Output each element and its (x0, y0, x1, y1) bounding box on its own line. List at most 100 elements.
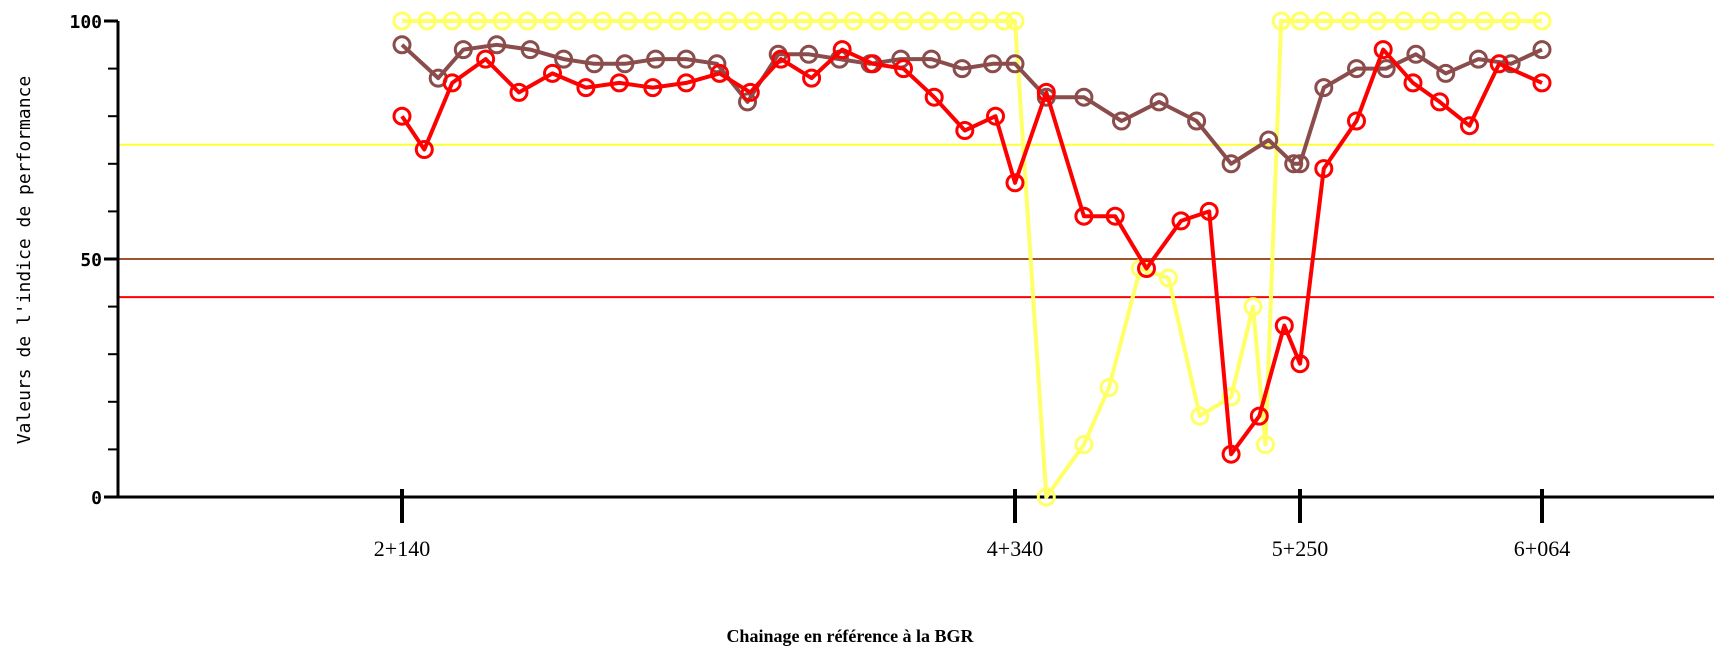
series-1-point (568, 11, 587, 31)
series-2-point (983, 54, 1003, 74)
series-2-point (584, 54, 604, 74)
series-2-point (1259, 130, 1279, 150)
x-axis-title: Chainage en référence à la BGR (726, 626, 974, 646)
series-1-point (1341, 11, 1360, 31)
series-2-point (1406, 44, 1426, 64)
series-1-point (1532, 11, 1552, 31)
series-1-point (1221, 387, 1241, 407)
series-2-point (554, 49, 574, 69)
y-tick-label-0: 0 (91, 488, 102, 509)
series-1-point (969, 11, 989, 31)
series-3-point (832, 40, 852, 60)
series-1-point (442, 11, 462, 31)
series-3-point (1274, 316, 1294, 336)
series-1-point (1243, 297, 1263, 317)
series-1-point (593, 11, 613, 31)
series-2-point (1532, 40, 1552, 60)
series-3-point (414, 140, 434, 159)
series-1-point (894, 11, 913, 31)
y-tick-label-50: 50 (80, 250, 102, 271)
series-1-point (793, 11, 813, 31)
series-1-point (1271, 11, 1291, 31)
series-3-point (1249, 406, 1269, 426)
series-3-point (1074, 206, 1094, 226)
series-1-point (492, 11, 512, 31)
series-1-point (668, 11, 688, 31)
series-1-point (467, 11, 487, 31)
series-2-point (921, 49, 941, 69)
series-1-point (944, 11, 964, 31)
series-2-point (487, 35, 507, 55)
x-tick-label-4+340: 4+340 (987, 536, 1043, 561)
series-3-point (476, 49, 496, 69)
series-2-point (520, 40, 540, 60)
y-axis-title: Valeurs de l'indice de performance (14, 76, 35, 444)
series-2-point (1149, 92, 1169, 112)
series-3-point (1137, 259, 1156, 278)
series-3-point (863, 54, 883, 74)
series-1-point (1474, 11, 1494, 31)
series-2-point (1112, 111, 1131, 131)
series-2-point (1314, 78, 1334, 98)
series-2-point (615, 54, 635, 74)
series-1-point (517, 11, 537, 31)
series-1-point (1256, 435, 1275, 455)
series-2-point (1468, 49, 1488, 69)
series-1-point (718, 11, 738, 31)
series-1-point (1074, 435, 1094, 455)
series-3-point (1460, 116, 1479, 136)
series-1-point (1036, 487, 1056, 507)
series-2-point (453, 40, 473, 60)
series-3-point (710, 63, 730, 83)
series-3-point (1347, 111, 1366, 131)
series-1-point (1290, 11, 1310, 31)
series-3-point (894, 59, 913, 79)
series-3-point (802, 68, 822, 88)
series-1-point (768, 11, 788, 31)
series-1-point (1394, 11, 1414, 31)
series-2 (392, 35, 1552, 174)
series-1-point (1501, 11, 1521, 31)
series-1-point (1005, 11, 1025, 31)
series-2-point (1074, 87, 1094, 107)
series-3-point (1430, 92, 1450, 112)
series-1-point (618, 11, 638, 31)
series-3-point (1532, 73, 1552, 93)
series-1-point (1190, 406, 1210, 426)
series-3 (392, 40, 1552, 464)
series-1-point (1367, 11, 1387, 31)
series-3-line (400, 47, 1543, 457)
series-2-point (738, 92, 757, 112)
series-1-point (643, 11, 663, 31)
series-2-point (1436, 63, 1456, 83)
series-2-point (1005, 54, 1025, 74)
series-1-point (743, 11, 763, 31)
series-2-point (799, 44, 819, 64)
x-tick-label-2+140: 2+140 (374, 536, 430, 561)
series-1-point (543, 11, 562, 31)
series-2-point (707, 54, 727, 74)
series-2-point (1284, 154, 1304, 174)
series-2-point (952, 59, 972, 79)
series-3-point (1403, 73, 1423, 93)
series-3-point (1221, 444, 1241, 464)
series-3-point (676, 73, 696, 93)
labels-layer: Chainage en référence à la BGR Valeurs d… (14, 76, 975, 646)
series-1-point (919, 11, 939, 31)
series-1-point (994, 11, 1014, 31)
series-3-point (771, 49, 791, 69)
series-2-point (676, 49, 696, 69)
series-3-point (392, 106, 412, 126)
series-1-point (392, 11, 412, 31)
series-1-line (402, 19, 1542, 499)
series-1-point (869, 11, 888, 31)
series-2-point (646, 49, 666, 69)
series-3-point (609, 73, 629, 93)
series-3-point (1036, 82, 1056, 102)
series-1-point (1099, 378, 1119, 397)
series-1-point (818, 11, 838, 31)
series-layer (392, 11, 1552, 507)
series-3-point (924, 87, 944, 107)
